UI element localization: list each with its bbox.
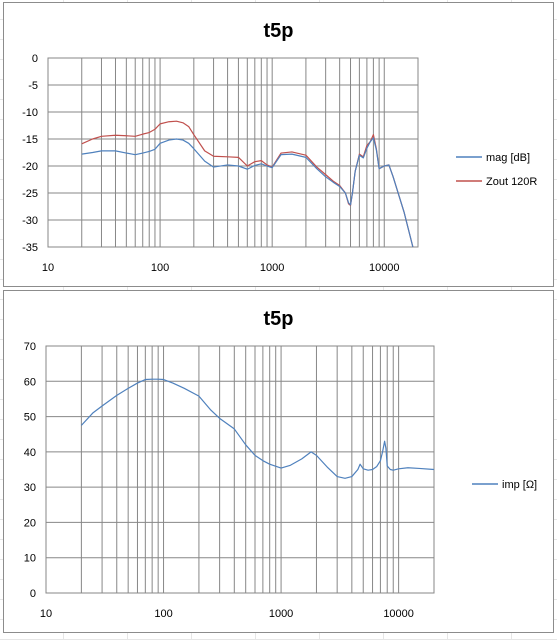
series-line-0 [80, 378, 435, 479]
imp-legend[interactable]: imp [Ω] [472, 479, 537, 491]
legend-label: Zout 120R [486, 176, 537, 188]
y-tick-label: -10 [22, 107, 38, 119]
chart-impedance[interactable]: t5p 0 10 20 30 40 50 60 70 10 100 1000 10000 imp [Ω] [3, 290, 554, 633]
legend-label: mag [dB] [486, 152, 530, 164]
y-tick-label: 60 [24, 376, 36, 388]
mag-chart-title: t5p [264, 20, 294, 42]
series-line-0 [81, 137, 414, 248]
x-tick-label: 10000 [383, 608, 414, 620]
imp-series-group [80, 378, 435, 479]
x-tick-label: 100 [154, 608, 172, 620]
x-tick-label: 1000 [269, 608, 293, 620]
y-tick-label: -5 [28, 80, 38, 92]
mag-horizontal-gridlines [48, 57, 418, 248]
x-tick-label: 10 [40, 608, 52, 620]
legend-label: imp [Ω] [502, 479, 537, 491]
x-tick-label: 10 [42, 262, 54, 274]
x-tick-label: 100 [151, 262, 169, 274]
y-tick-label: 10 [24, 553, 36, 565]
mag-legend[interactable]: mag [dB] Zout 120R [456, 152, 537, 188]
imp-chart-title: t5p [264, 308, 294, 330]
y-tick-label: 30 [24, 482, 36, 494]
mag-series-group [81, 120, 414, 248]
y-tick-label: -20 [22, 161, 38, 173]
y-tick-label: 50 [24, 412, 36, 424]
y-tick-label: -25 [22, 188, 38, 200]
y-tick-label: 0 [30, 588, 36, 600]
y-tick-label: 0 [32, 53, 38, 65]
y-tick-label: -15 [22, 134, 38, 146]
y-tick-label: 70 [24, 341, 36, 353]
x-tick-label: 10000 [369, 262, 400, 274]
y-tick-label: -35 [22, 242, 38, 254]
y-tick-label: 20 [24, 517, 36, 529]
mag-plot-area [47, 57, 419, 248]
imp-vertical-gridlines [45, 346, 435, 593]
chart-magnitude[interactable]: t5p 0 -5 -10 -15 -20 -25 -30 -35 10 100 1000 10000 ma… [3, 2, 554, 287]
y-tick-label: 40 [24, 447, 36, 459]
imp-horizontal-gridlines [46, 345, 434, 594]
chart-magnitude-canvas: t5p 0 -5 -10 -15 -20 -25 -30 -35 10 100 1000 10000 ma… [22, 20, 537, 274]
chart-impedance-canvas: t5p 0 10 20 30 40 50 60 70 10 100 1000 10000 imp [Ω] [24, 308, 537, 620]
x-tick-label: 1000 [260, 262, 284, 274]
mag-vertical-gridlines [47, 58, 419, 247]
y-tick-label: -30 [22, 215, 38, 227]
imp-plot-area [45, 345, 435, 594]
